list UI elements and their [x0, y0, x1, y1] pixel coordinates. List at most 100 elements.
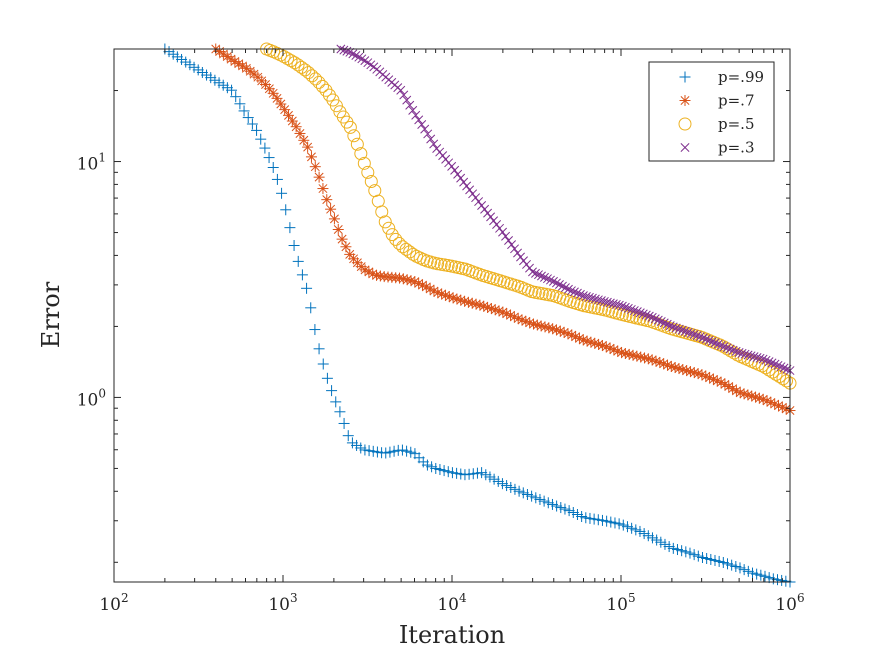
- data-point: [267, 161, 279, 173]
- data-point: [355, 442, 367, 454]
- data-point: [375, 205, 389, 219]
- data-point: [308, 72, 322, 86]
- data-point: [402, 95, 412, 105]
- data-point: [471, 467, 483, 479]
- data-point: [296, 269, 308, 281]
- data-point: [463, 468, 475, 480]
- data-point: [721, 558, 733, 570]
- data-point: [459, 177, 469, 187]
- data-point: [417, 120, 427, 129]
- legend-entries: p=.99 p=.7 p=.5 p=.3: [678, 68, 764, 157]
- data-point: [276, 187, 288, 199]
- data-point: [617, 519, 629, 531]
- data-point: [351, 439, 363, 451]
- data-point: [361, 165, 375, 179]
- data-point: [588, 513, 600, 525]
- data-point: [742, 565, 754, 577]
- data-point: [773, 360, 783, 370]
- data-point: [385, 228, 399, 242]
- data-point: [668, 322, 678, 332]
- data-point: [284, 54, 298, 68]
- data-point: [563, 284, 573, 294]
- data-point: [676, 545, 688, 557]
- data-point: [371, 446, 383, 458]
- data-point: [707, 337, 717, 347]
- data-point: [665, 321, 675, 331]
- data-point: [163, 46, 175, 58]
- data-point: [613, 518, 625, 530]
- data-point: [420, 124, 430, 134]
- data-point: [378, 215, 392, 229]
- data-point: [644, 311, 654, 321]
- data-point: [380, 447, 392, 459]
- data-point: [298, 134, 310, 146]
- data-point: [688, 549, 700, 561]
- data-point: [507, 240, 517, 250]
- data-point: [545, 275, 555, 285]
- data-point: [767, 358, 777, 368]
- data-point: [608, 299, 618, 309]
- data-point: [623, 303, 633, 313]
- data-point: [743, 350, 753, 360]
- data-point: [468, 189, 478, 199]
- data-point: [621, 521, 633, 533]
- data-point: [601, 515, 613, 527]
- data-point: [592, 514, 604, 526]
- data-point: [655, 536, 667, 548]
- data-point: [531, 268, 540, 278]
- data-point: [542, 497, 554, 509]
- data-point: [399, 242, 413, 256]
- data-point: [755, 569, 767, 581]
- data-point: [497, 306, 509, 318]
- data-point: [180, 56, 192, 68]
- data-point: [638, 309, 648, 319]
- data-point: [480, 204, 490, 214]
- data-point: [442, 466, 454, 478]
- data-point: [484, 471, 496, 483]
- x-tick-label: 103: [268, 591, 297, 615]
- data-point: [321, 372, 333, 384]
- legend: p=.99 p=.7 p=.5 p=.3: [648, 61, 775, 162]
- data-point: [426, 134, 436, 144]
- data-point: [769, 367, 783, 381]
- data-point: [779, 363, 789, 373]
- data-point: [251, 124, 263, 136]
- data-point: [477, 200, 487, 210]
- data-point: [534, 493, 546, 505]
- data-point: [659, 318, 669, 328]
- data-point: [587, 293, 597, 303]
- data-point: [326, 385, 338, 397]
- data-point: [284, 222, 296, 234]
- data-point: [705, 553, 717, 565]
- data-point: [423, 129, 433, 139]
- data-point: [492, 475, 504, 487]
- data-point: [726, 559, 738, 571]
- data-point: [309, 324, 321, 336]
- data-point: [346, 437, 358, 449]
- data-point: [342, 430, 354, 442]
- data-point: [392, 236, 406, 250]
- data-point: [334, 406, 346, 418]
- data-point: [713, 555, 725, 567]
- data-point: [647, 312, 657, 322]
- data-point: [357, 156, 371, 170]
- data-point: [761, 355, 771, 365]
- data-point: [226, 84, 238, 96]
- data-point: [271, 92, 283, 104]
- data-point: [480, 469, 492, 481]
- data-point: [701, 334, 711, 344]
- data-point: [517, 487, 529, 499]
- data-point: [438, 465, 450, 477]
- data-point: [611, 299, 621, 309]
- data-point: [414, 115, 424, 125]
- data-point: [411, 110, 421, 120]
- data-point: [602, 297, 612, 307]
- data-point: [470, 298, 482, 310]
- data-point: [396, 85, 406, 95]
- data-point: [317, 183, 329, 195]
- data-point: [184, 59, 196, 71]
- data-point: [343, 120, 357, 134]
- data-point: [429, 139, 439, 149]
- data-point: [632, 307, 642, 317]
- data-point: [571, 509, 583, 521]
